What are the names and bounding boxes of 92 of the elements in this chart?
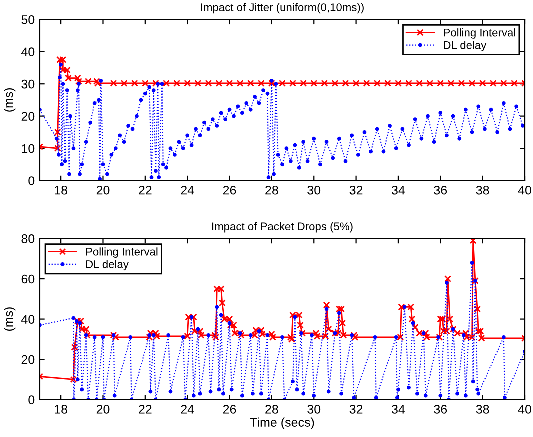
point [56,56,64,64]
point [194,80,202,87]
y-tick-label: 0 [28,176,35,186]
x-axis-title: Time (secs) [250,418,314,430]
x-tick-label: 22 [139,405,152,414]
x-tick-label: 24 [181,186,194,195]
point [174,80,181,87]
point [184,80,192,87]
x-tick-label: 20 [96,405,110,414]
x-tick-label: 38 [476,186,490,195]
x-tick-label: 26 [223,405,236,414]
point [300,80,308,87]
y-tick-label: 80 [22,234,35,244]
y-tick-label: 50 [22,15,35,24]
x-tick-label: 30 [308,186,321,195]
point [216,80,223,87]
point [352,80,360,87]
point [120,80,128,87]
legend-label: DL delay [444,41,487,52]
x-tick-label: 28 [266,405,278,414]
x-tick-label: 36 [434,405,448,414]
y-tick-label: 10 [22,144,35,154]
point [395,80,402,87]
point [437,80,444,87]
point [64,66,71,74]
point [321,80,328,87]
x-tick-label: 34 [392,405,406,414]
y-tick-label: 20 [22,355,35,364]
point [268,80,276,87]
point [258,80,265,87]
legend-label: Polling Interval [444,28,516,39]
y-axis-title: (ms) [4,88,16,112]
point [416,80,424,87]
point [426,80,434,87]
point [310,80,318,87]
point [142,80,149,87]
point [60,56,67,64]
x-tick-label: 38 [476,405,490,414]
point [374,80,381,87]
point [290,80,297,87]
point [468,80,476,87]
x-tick-label: 28 [266,186,278,195]
x-tick-label: 32 [350,405,363,414]
legend-label: DL delay [86,260,129,271]
x-tick-label: 18 [55,405,68,414]
point [74,74,82,82]
x-tick-label: 40 [518,405,532,414]
x-tick-label: 24 [181,405,194,414]
point [342,80,350,87]
point [500,80,508,87]
x-tick-label: 30 [308,405,321,414]
chart-title: Impact of Packet Drops (5%) [212,222,353,233]
point [363,80,370,87]
point [279,80,286,87]
x-tick-label: 40 [518,186,532,195]
point [226,80,234,87]
x-tick-label: 20 [96,186,110,195]
point [131,80,138,87]
x-tick-label: 36 [434,186,448,195]
x-tick-label: 18 [55,186,68,195]
point [54,128,62,136]
y-tick-label: 40 [22,48,35,57]
point [479,80,486,87]
point [384,80,392,87]
y-tick-label: 20 [22,112,35,121]
point [163,80,170,87]
point [458,80,466,87]
point [76,78,82,85]
x-tick-label: 22 [139,186,152,195]
point [490,80,497,87]
point [110,80,118,87]
point [64,74,72,82]
y-tick-label: 40 [22,315,35,324]
y-tick-label: 0 [28,396,35,405]
y-tick-label: 30 [22,80,35,89]
point [247,80,254,87]
point [152,80,160,87]
point [448,80,455,87]
x-tick-label: 32 [350,186,363,195]
point [332,80,339,87]
x-tick-label: 34 [392,186,406,195]
point [406,80,412,87]
y-axis-title: (ms) [4,308,16,332]
y-tick-label: 60 [22,274,35,284]
point [510,80,518,87]
point [60,66,67,74]
chart-title: Impact of Jitter (uniform(0,10ms)) [201,3,364,14]
point [236,80,244,87]
point [205,80,212,87]
legend-label: Polling Interval [86,248,158,258]
x-tick-label: 26 [223,186,236,195]
point [54,145,62,152]
